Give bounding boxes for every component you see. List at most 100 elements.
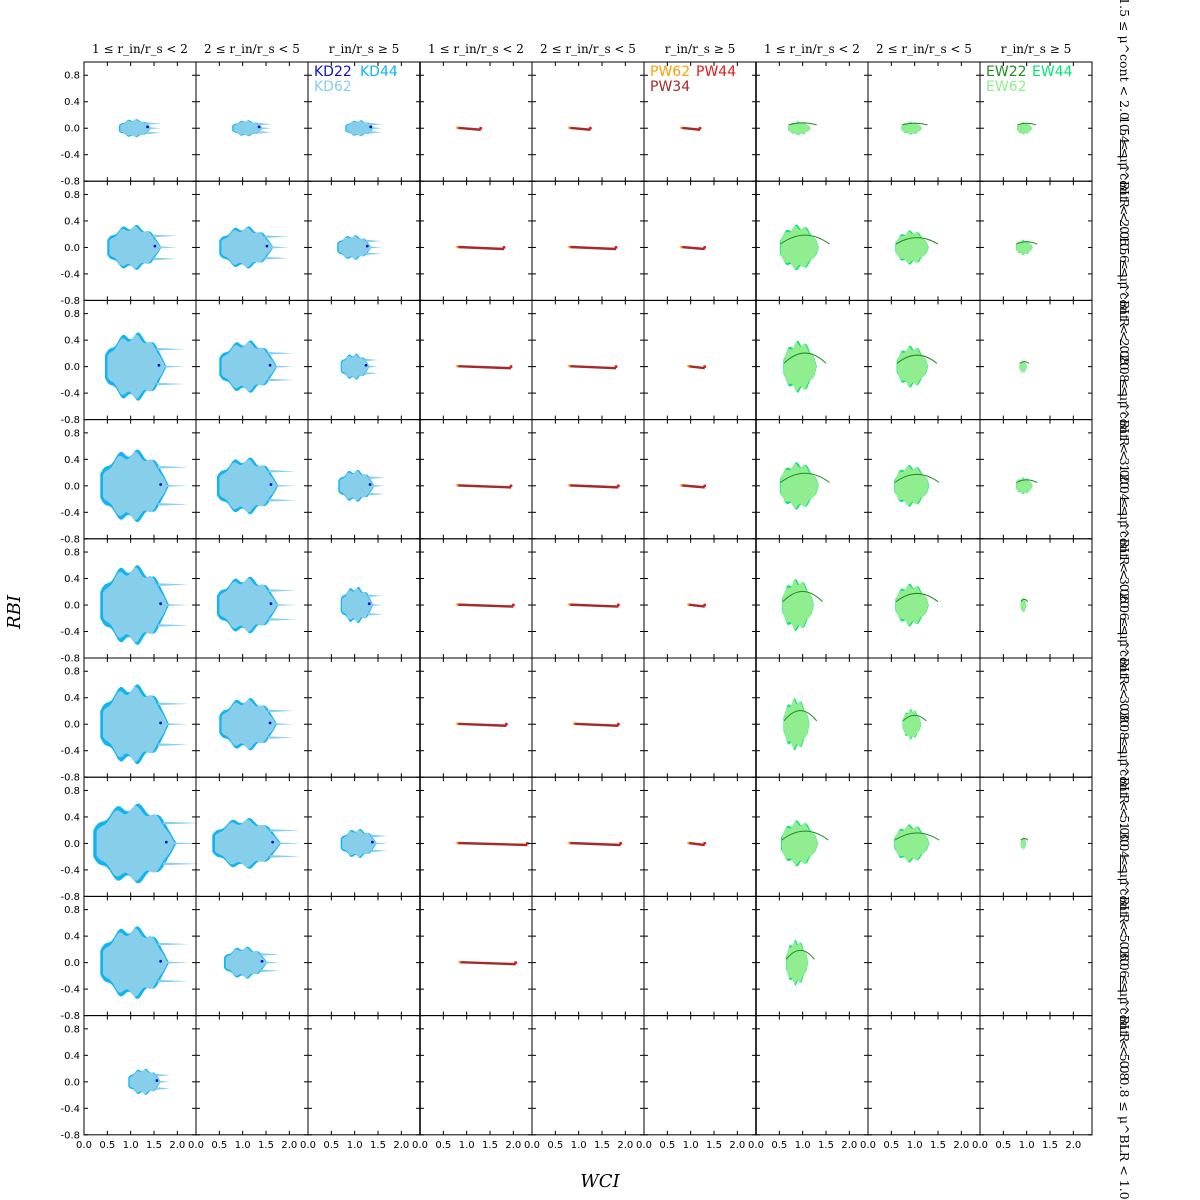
kd62-spike [260, 953, 280, 956]
kd62-spike [152, 234, 178, 238]
x-tick-label: 2.0 [729, 1140, 745, 1151]
kd62-spike [157, 722, 189, 726]
pw62-point [568, 841, 571, 845]
kd62-spike [368, 484, 385, 488]
ew62-region [901, 122, 928, 135]
x-tick-label: 0.0 [636, 1140, 652, 1151]
panel-frame [419, 180, 533, 301]
pw44-point [703, 365, 707, 369]
kd62-spike [257, 130, 272, 134]
panel-frame [419, 895, 533, 1017]
y-tick-label: 0.4 [64, 1051, 80, 1062]
ew62-region [784, 341, 826, 392]
kd22-point [155, 1079, 159, 1082]
y-tick-label: -0.4 [60, 627, 80, 638]
y-tick-label: 0.4 [64, 216, 80, 227]
kd62-spike [267, 709, 294, 713]
kd22-point [159, 483, 163, 486]
kd62-spike [157, 603, 189, 607]
kd62-region [103, 686, 187, 762]
y-tick-label: -0.8 [60, 177, 80, 188]
row-title: 1.5 ≤ μ^cont < 2.0 0.8 ≤ μ^BLR < 1.0 [1117, 236, 1132, 485]
y-tick-label: 0.4 [64, 97, 80, 108]
x-tick-label: 1.0 [1019, 1140, 1035, 1151]
legend-entry: EW62 [986, 79, 1027, 95]
panel [680, 126, 702, 132]
panel-frame [307, 657, 421, 778]
panel-frame [979, 419, 1093, 540]
panel [1019, 360, 1030, 373]
row-title: 2.0 ≤ μ^cont < 3.0 0.6 ≤ μ^BLR < 0.8 [1117, 474, 1132, 723]
x-tick-label: 0.5 [771, 1140, 787, 1151]
kd22-point [268, 721, 272, 725]
panel-frame [419, 538, 533, 659]
kd62-spike [267, 365, 294, 368]
kd22-point [159, 721, 163, 725]
y-tick-label: 0.8 [64, 309, 80, 320]
panel-frame [643, 180, 757, 301]
panel [901, 121, 928, 135]
ew62-region [784, 699, 817, 749]
panel [568, 603, 620, 608]
y-tick-label: 0.8 [64, 71, 80, 82]
kd62-spike [369, 122, 383, 126]
ew22-edge [780, 234, 830, 245]
y-tick-label: -0.4 [60, 269, 80, 280]
panel-frame [643, 895, 757, 1017]
kd22-point [269, 483, 273, 486]
ew22-edge [1015, 241, 1038, 245]
panel [785, 939, 815, 986]
x-tick-label: 1.0 [795, 1140, 811, 1151]
panel [105, 332, 185, 401]
pw34-streak [457, 603, 514, 608]
y-tick-label: -0.8 [60, 1011, 80, 1022]
panel-frame [531, 299, 645, 421]
panel-frame [419, 776, 533, 897]
panel [568, 841, 623, 847]
pw62-point [680, 245, 683, 249]
pw62-point [456, 603, 459, 606]
pw44-point [703, 484, 707, 488]
kd62-spike [267, 722, 294, 726]
kd62-spike [268, 603, 297, 607]
x-tick-label: 0.5 [883, 1140, 899, 1151]
panel-frame [531, 776, 645, 897]
pw62-point [456, 722, 459, 725]
y-tick-label: 0.8 [64, 190, 80, 201]
kd62-region [219, 578, 294, 632]
pw34-streak [681, 126, 700, 132]
panel [107, 224, 178, 270]
kd62-spike [260, 961, 280, 964]
panel-frame [979, 776, 1093, 897]
x-tick-label: 1.5 [1042, 1140, 1058, 1151]
panel [572, 722, 620, 728]
kd62-region [346, 120, 382, 136]
x-tick-label: 1.0 [123, 1140, 139, 1151]
panel [224, 946, 280, 979]
panel-frame [531, 1015, 645, 1136]
panel [781, 820, 829, 867]
pw44-point [614, 365, 618, 369]
column-title: 2 ≤ r_in/r_s < 5 [876, 42, 972, 56]
y-tick-label: -0.4 [60, 150, 80, 161]
panel-frame [531, 657, 645, 778]
panel-frame [755, 657, 869, 778]
panel [456, 364, 513, 370]
x-tick-label: 0.0 [524, 1140, 540, 1151]
pw44-point [504, 722, 508, 726]
ew62-region [897, 346, 937, 387]
x-tick-label: 2.0 [393, 1140, 409, 1151]
ew62-region [780, 463, 830, 509]
panel [783, 698, 818, 751]
kd62-spike [371, 842, 388, 845]
panel [687, 841, 707, 847]
x-tick-label: 0.5 [659, 1140, 675, 1151]
ew22-edge [1020, 598, 1029, 603]
kd62-spike [146, 131, 161, 135]
pw34-streak [569, 603, 619, 608]
x-tick-label: 2.0 [841, 1140, 857, 1151]
kd62-region [233, 120, 271, 136]
x-tick-label: 0.0 [300, 1140, 316, 1151]
kd62-spike [157, 743, 189, 746]
